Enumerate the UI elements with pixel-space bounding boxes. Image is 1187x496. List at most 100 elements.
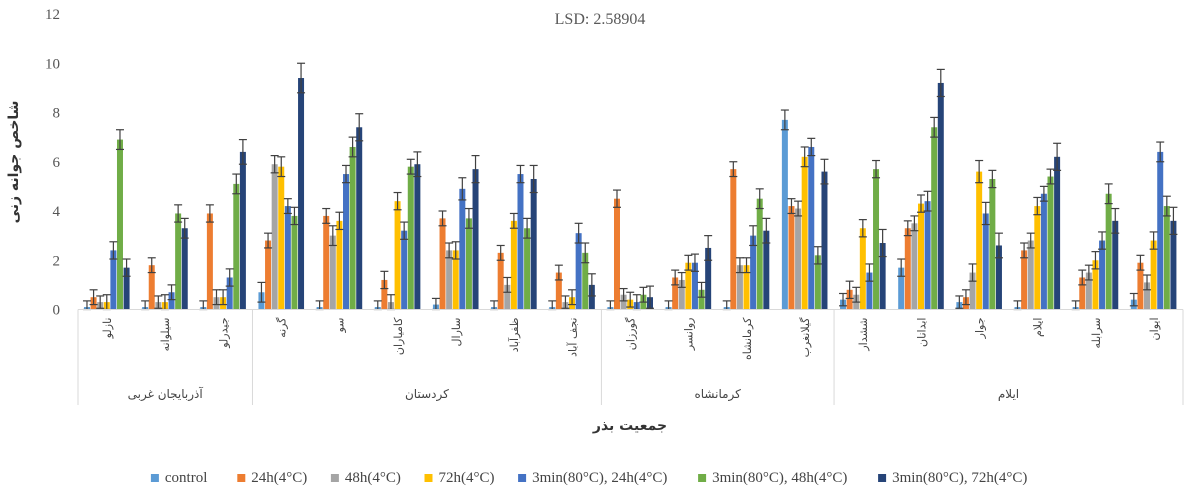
- x-tick-label: جیدرلو: [217, 318, 230, 349]
- x-tick-label: ایوان: [1148, 318, 1161, 341]
- x-tick-label: ایلام: [1032, 318, 1045, 338]
- bar: [1157, 151, 1164, 310]
- bar: [788, 206, 795, 310]
- bar: [1054, 156, 1061, 310]
- bar: [691, 262, 698, 310]
- x-tick-label: نازلو: [101, 318, 114, 340]
- bar: [672, 277, 679, 310]
- legend-swatch: [518, 474, 527, 482]
- bar: [814, 255, 821, 310]
- bar: [181, 228, 188, 310]
- bar: [873, 169, 880, 310]
- bar: [730, 169, 737, 310]
- bar: [989, 178, 996, 310]
- x-tick-label: جوار: [973, 318, 986, 340]
- bar: [298, 78, 305, 310]
- bar: [879, 243, 886, 310]
- legend-label: 3min(80°C), 48h(4°C): [712, 470, 847, 486]
- bar: [575, 233, 582, 310]
- bar: [685, 262, 692, 310]
- bar: [343, 174, 350, 310]
- y-tick-label: 12: [45, 7, 60, 23]
- chart-title: LSD: 2.58904: [555, 11, 646, 28]
- bar: [336, 220, 343, 310]
- error-bars: [82, 62, 1178, 311]
- bar: [265, 240, 272, 310]
- y-tick-label: 0: [53, 303, 61, 319]
- bar: [394, 201, 401, 310]
- bar: [284, 206, 291, 310]
- bar: [1085, 272, 1092, 310]
- y-ticks: 0 2 4 6 8 10 12: [45, 7, 61, 319]
- bar: [239, 151, 246, 310]
- bar: [743, 265, 750, 310]
- legend-swatch: [878, 474, 887, 482]
- group-label: کرمانشاه: [694, 387, 741, 402]
- bar: [465, 218, 472, 310]
- legend: control 24h(4°C) 48h(4°C) 72h(4°C) 3min(80°C…: [150, 470, 1027, 486]
- y-tick-label: 10: [45, 56, 60, 72]
- bar: [472, 169, 479, 310]
- bar: [808, 146, 815, 310]
- x-tick-label: کامیاران: [392, 317, 405, 355]
- bar: [904, 228, 911, 310]
- bar: [524, 228, 531, 310]
- bar: [795, 208, 802, 310]
- bar: [698, 289, 705, 310]
- legend-swatch: [150, 474, 159, 482]
- bars: [83, 78, 1177, 310]
- bar: [1040, 193, 1047, 310]
- x-axis-title: جمعیت بذر: [592, 418, 667, 434]
- bar: [1021, 250, 1028, 310]
- bar: [356, 127, 363, 310]
- bar: [1099, 240, 1106, 310]
- bar: [1034, 206, 1041, 310]
- bar: [1137, 262, 1144, 310]
- x-tick-label: گرنه: [276, 317, 289, 338]
- bar: [497, 252, 504, 310]
- x-tick-label: کرمانشاه: [741, 317, 754, 360]
- bar: [329, 235, 336, 310]
- bar: [931, 127, 938, 310]
- category-labels: نازلو سیلوانه جیدرلو گرنه سو کامیاران سارال ظفر…: [101, 317, 1161, 360]
- bar: [736, 265, 743, 310]
- x-tick-label: سو: [334, 318, 347, 334]
- bar: [937, 82, 944, 310]
- bar: [588, 284, 595, 310]
- bar: [995, 245, 1002, 310]
- group-label: کردستان: [405, 387, 449, 402]
- x-tick-label: سیلوانه: [159, 318, 172, 352]
- bar: [530, 178, 537, 310]
- x-tick-label: گیلانغرب: [799, 317, 812, 358]
- x-tick-label: سرابله: [1090, 318, 1103, 349]
- bar: [291, 215, 298, 310]
- x-tick-label: روانسر: [683, 318, 696, 352]
- bar: [323, 215, 330, 310]
- y-tick-label: 2: [53, 253, 61, 269]
- bar: [401, 230, 408, 310]
- bar: [911, 223, 918, 310]
- legend-label: 24h(4°C): [251, 470, 307, 486]
- bar: [1105, 193, 1112, 310]
- bar: [271, 164, 278, 310]
- bar: [407, 166, 414, 310]
- bar: [517, 174, 524, 310]
- bar: [452, 250, 459, 310]
- bar: [510, 220, 517, 310]
- legend-swatch: [237, 474, 246, 482]
- bar: [504, 284, 511, 310]
- bar: [917, 203, 924, 310]
- bar: [898, 267, 905, 310]
- bar: [1150, 240, 1157, 310]
- bar: [278, 166, 285, 310]
- bar: [763, 230, 770, 310]
- group-labels: آذربایجان غربی کردستان کرمانشاه ایلام: [77, 309, 1184, 405]
- bar: [381, 279, 388, 310]
- bar: [982, 213, 989, 310]
- legend-label: control: [165, 470, 208, 486]
- legend-label: 72h(4°C): [439, 470, 495, 486]
- y-axis-title: شاخص جوانه زنی: [6, 101, 22, 224]
- bar: [969, 272, 976, 310]
- bar: [168, 292, 175, 310]
- bar: [705, 247, 712, 310]
